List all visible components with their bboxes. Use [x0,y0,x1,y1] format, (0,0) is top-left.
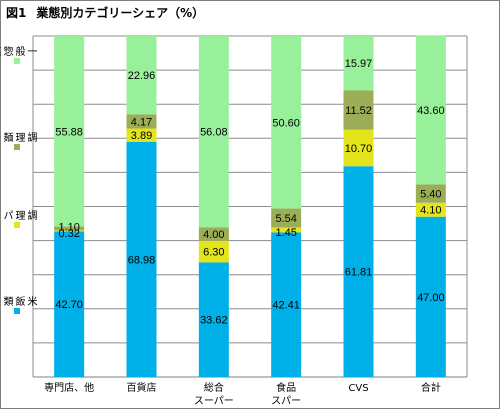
data-label: 11.52 [345,105,372,117]
data-label: 47.00 [417,292,445,304]
data-label: 42.70 [55,299,83,311]
category-label: CVS [348,383,368,394]
bar-segment [126,114,157,129]
data-label: 1.45 [275,227,296,239]
data-label: 5.54 [275,213,296,225]
legend-swatch [14,308,20,314]
legend-label: 米飯類 [1,296,36,310]
data-label: 0.32 [58,228,79,240]
figure-label: 図1 [6,6,27,20]
legend-swatch [14,144,20,150]
chart-title-text: 業態別カテゴリーシェア（%） [36,6,205,20]
data-label: 1.10 [58,221,79,233]
data-label: 68.98 [128,254,156,266]
category-label: 百貨店 [127,381,157,394]
data-label: 10.70 [345,143,373,155]
bar-segment [343,166,374,377]
bar-segment [343,129,374,167]
data-label: 33.62 [200,315,228,327]
data-label: 61.81 [345,267,373,279]
data-label: 50.60 [272,117,300,129]
bar-segment [54,231,85,377]
legend-label: 一般惣菜 [1,46,36,60]
legend-label: 調理パン [1,210,36,224]
bar-segment [126,141,157,377]
bar-segment [343,90,374,130]
data-label: 4.17 [131,116,152,128]
bar-segment [54,36,85,227]
bar-segment [271,208,302,228]
category-label: 合計 [421,381,441,394]
bar-segment [198,240,229,263]
bar-segment [198,227,229,241]
bar-segment [198,36,229,228]
legend-label: 調理麺 [1,132,36,146]
data-label: 55.88 [55,126,83,138]
category-label: 食品 [276,381,296,394]
chart-title: 図1 業態別カテゴリーシェア（%） [6,4,204,21]
bar-segment [198,262,229,377]
category-label: 総合 [204,381,224,394]
bar-segment [271,36,302,209]
data-label: 15.97 [345,58,373,70]
bar-segment [415,35,446,185]
legend-swatch [14,58,20,64]
data-label: 5.40 [420,189,441,201]
bar-segment [126,128,157,142]
bar-segment [343,36,374,91]
data-label: 4.00 [203,229,224,241]
category-label: スーパー [194,395,234,407]
bar-segment [415,216,446,377]
category-label: 専門店、他 [44,381,94,394]
data-label: 56.08 [200,127,228,139]
data-label: 22.96 [128,70,156,82]
data-label: 6.30 [203,247,224,259]
bar-segment [271,232,302,377]
bar-segment [415,184,446,203]
data-label: 4.10 [420,205,441,217]
category-label: スパー [271,395,301,407]
data-label: 42.41 [272,300,300,312]
bar-segment [271,227,302,233]
legend-swatch [14,222,20,228]
bar-segment [54,226,85,231]
bar-segment [126,36,157,115]
data-label: 43.60 [417,105,445,117]
data-label: 3.89 [131,130,152,142]
bar-segment [54,230,85,232]
bar-segment [415,202,446,217]
